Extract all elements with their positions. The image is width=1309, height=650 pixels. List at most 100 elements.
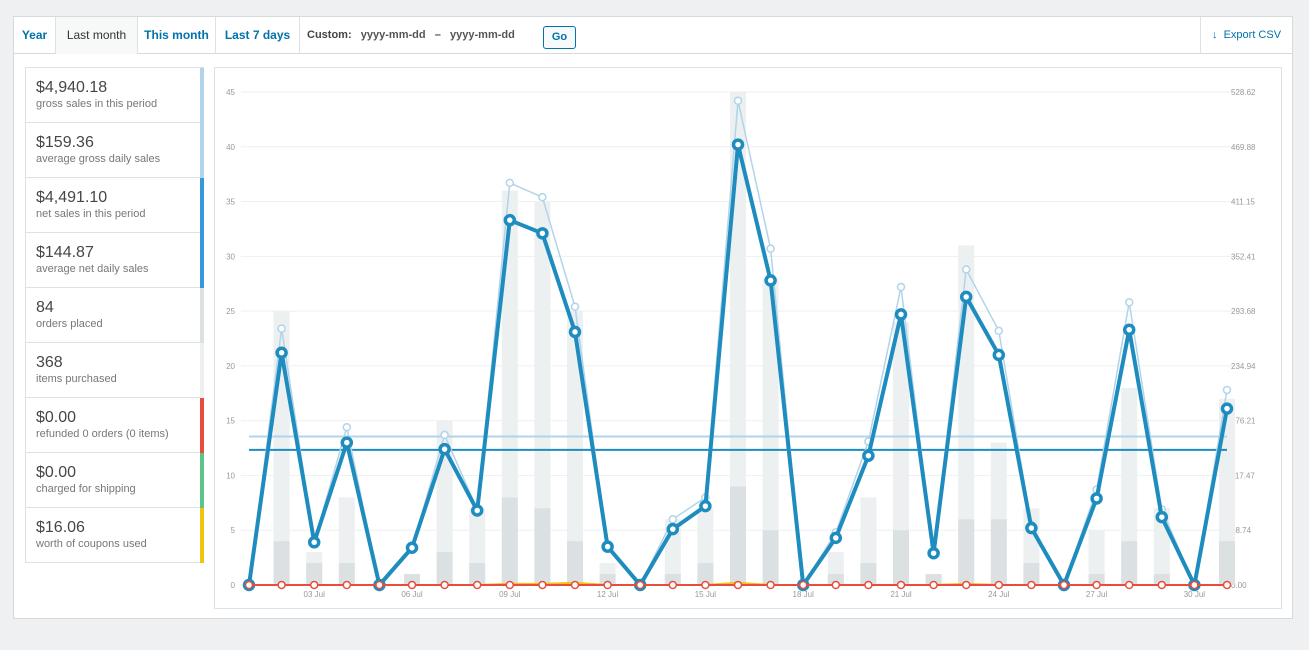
y2-tick-label: 293.68 bbox=[1231, 307, 1256, 316]
net-point bbox=[1090, 492, 1103, 505]
refunds-point bbox=[798, 580, 808, 590]
gross-point bbox=[961, 265, 971, 274]
x-tick-label: 15 Jul bbox=[695, 590, 717, 599]
end-date-input[interactable]: yyyy-mm-dd bbox=[450, 29, 515, 41]
y2-tick-label: 352.41 bbox=[1231, 252, 1256, 261]
legend-item[interactable]: $16.06 worth of coupons used bbox=[26, 508, 204, 563]
orders-bar bbox=[730, 486, 746, 585]
gross-point bbox=[342, 422, 352, 432]
export-csv-button[interactable]: ↓ Export CSV bbox=[1200, 17, 1292, 54]
net-point bbox=[959, 290, 973, 304]
orders-bar bbox=[893, 530, 909, 585]
y-tick-label: 45 bbox=[226, 88, 235, 97]
tab-last-7-days[interactable]: Last 7 days bbox=[216, 17, 300, 54]
items-bar bbox=[762, 278, 779, 585]
tab-last-month[interactable]: Last month bbox=[56, 17, 138, 54]
stat-value: $4,491.10 bbox=[36, 189, 108, 206]
stat-value: $16.06 bbox=[36, 519, 85, 536]
tab-this-month[interactable]: This month bbox=[138, 17, 216, 54]
stat-label: average gross daily sales bbox=[36, 153, 161, 165]
legend-item[interactable]: 84 orders placed bbox=[26, 288, 204, 343]
x-tick-label: 30 Jul bbox=[1184, 590, 1206, 599]
start-date-input[interactable]: yyyy-mm-dd bbox=[360, 29, 426, 41]
y2-tick-label: 176.21 bbox=[1231, 417, 1256, 426]
range-toolbar: Year Last month This month Last 7 days C… bbox=[14, 17, 1292, 54]
orders-bar bbox=[567, 541, 583, 585]
custom-label: Custom: bbox=[307, 29, 352, 41]
legend-item[interactable]: 368 items purchased bbox=[26, 343, 204, 398]
orders-bar bbox=[534, 508, 551, 585]
x-tick-label: 12 Jul bbox=[597, 590, 619, 599]
net-point bbox=[731, 138, 745, 151]
refunds-point bbox=[733, 580, 743, 590]
net-point bbox=[470, 504, 484, 517]
legend-color-bar bbox=[200, 123, 204, 178]
net-point bbox=[699, 499, 712, 513]
y-tick-label: 15 bbox=[226, 417, 235, 426]
net-point bbox=[503, 213, 517, 227]
tab-year[interactable]: Year bbox=[14, 17, 56, 54]
y-tick-label: 25 bbox=[226, 307, 235, 316]
items-bar bbox=[534, 201, 551, 586]
net-point bbox=[1220, 402, 1234, 415]
orders-bar bbox=[1088, 574, 1105, 585]
stat-value: 84 bbox=[36, 299, 54, 316]
x-tick-label: 09 Jul bbox=[499, 590, 521, 599]
legend-item[interactable]: $0.00 charged for shipping bbox=[26, 453, 204, 508]
gross-point bbox=[994, 326, 1004, 336]
refunds-point bbox=[1092, 580, 1101, 590]
refunds-point bbox=[961, 580, 971, 590]
orders-bar bbox=[827, 574, 844, 585]
y-tick-label: 5 bbox=[231, 526, 236, 535]
y2-tick-label: 469.88 bbox=[1231, 143, 1256, 152]
legend-color-bar bbox=[200, 398, 204, 453]
legend-item[interactable]: $4,940.18 gross sales in this period bbox=[26, 68, 204, 123]
gross-point bbox=[1222, 385, 1232, 395]
orders-bar bbox=[1219, 541, 1235, 585]
net-point bbox=[601, 540, 614, 553]
x-tick-label: 27 Jul bbox=[1086, 590, 1108, 599]
legend-color-bar bbox=[200, 178, 204, 233]
refunds-point bbox=[1027, 580, 1036, 590]
stat-label: orders placed bbox=[36, 318, 103, 330]
refunds-point bbox=[668, 580, 678, 590]
x-tick-label: 06 Jul bbox=[401, 590, 423, 599]
y2-tick-label: 0.00 bbox=[1231, 581, 1247, 590]
net-point bbox=[992, 348, 1006, 362]
orders-bar bbox=[762, 530, 779, 585]
net-point bbox=[927, 546, 940, 560]
export-csv-label: Export CSV bbox=[1223, 29, 1282, 41]
gross-point bbox=[733, 96, 743, 106]
stat-value: $159.36 bbox=[36, 134, 94, 151]
legend-item[interactable]: $4,491.10 net sales in this period bbox=[26, 178, 204, 233]
refunds-point bbox=[864, 580, 873, 590]
y2-tick-label: 58.74 bbox=[1231, 526, 1252, 535]
go-button[interactable]: Go bbox=[543, 26, 576, 49]
legend-color-bar bbox=[200, 343, 204, 398]
orders-bar bbox=[925, 574, 942, 585]
orders-bar bbox=[469, 563, 486, 585]
net-point bbox=[340, 436, 354, 449]
stat-label: gross sales in this period bbox=[36, 98, 158, 110]
y2-tick-label: 528.62 bbox=[1231, 88, 1256, 97]
orders-bar bbox=[697, 563, 714, 585]
report-frame: Year Last month This month Last 7 days C… bbox=[13, 16, 1293, 619]
net-point bbox=[829, 531, 843, 545]
custom-range: Custom: yyyy-mm-dd – yyyy-mm-dd bbox=[307, 17, 515, 54]
orders-bar bbox=[436, 552, 453, 585]
x-tick-label: 18 Jul bbox=[793, 590, 815, 599]
legend-item[interactable]: $0.00 refunded 0 orders (0 items) bbox=[26, 398, 204, 453]
chart-panel: 0 0.00 5 58.74 10 117.47 15 176.21 20 234.94 25 293… bbox=[214, 67, 1282, 609]
net-point bbox=[1025, 521, 1038, 535]
refunds-point bbox=[277, 580, 286, 590]
gross-point bbox=[277, 324, 286, 333]
y2-tick-label: 117.47 bbox=[1231, 471, 1255, 480]
legend-item[interactable]: $159.36 average gross daily sales bbox=[26, 123, 204, 178]
items-bar bbox=[567, 311, 583, 585]
y-tick-label: 40 bbox=[226, 143, 235, 152]
legend-item[interactable]: $144.87 average net daily sales bbox=[26, 233, 204, 288]
stats-legend: $4,940.18 gross sales in this period $159.… bbox=[25, 67, 204, 563]
refunds-point bbox=[1059, 580, 1069, 590]
stat-value: $0.00 bbox=[36, 409, 77, 426]
refunds-point bbox=[896, 580, 906, 590]
